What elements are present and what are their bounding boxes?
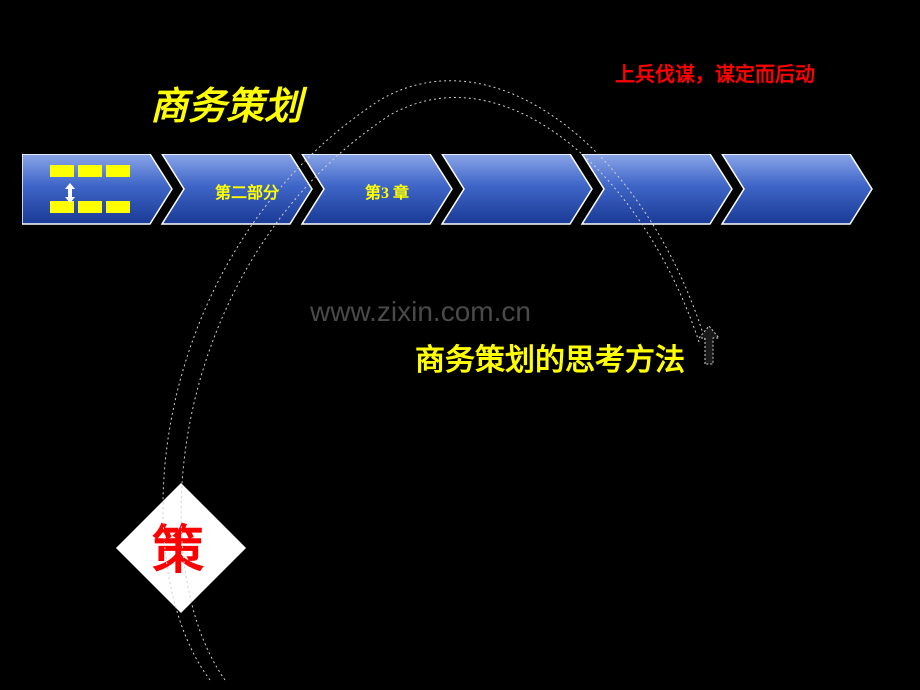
swoosh-arrowhead-icon	[695, 326, 725, 366]
updown-arrow-icon	[63, 183, 77, 203]
swoosh-curve	[0, 0, 920, 690]
chevron-label-2: 第3 章	[332, 179, 442, 203]
chevron-label-1: 第二部分	[192, 179, 302, 203]
yellow-blocks	[50, 165, 130, 215]
